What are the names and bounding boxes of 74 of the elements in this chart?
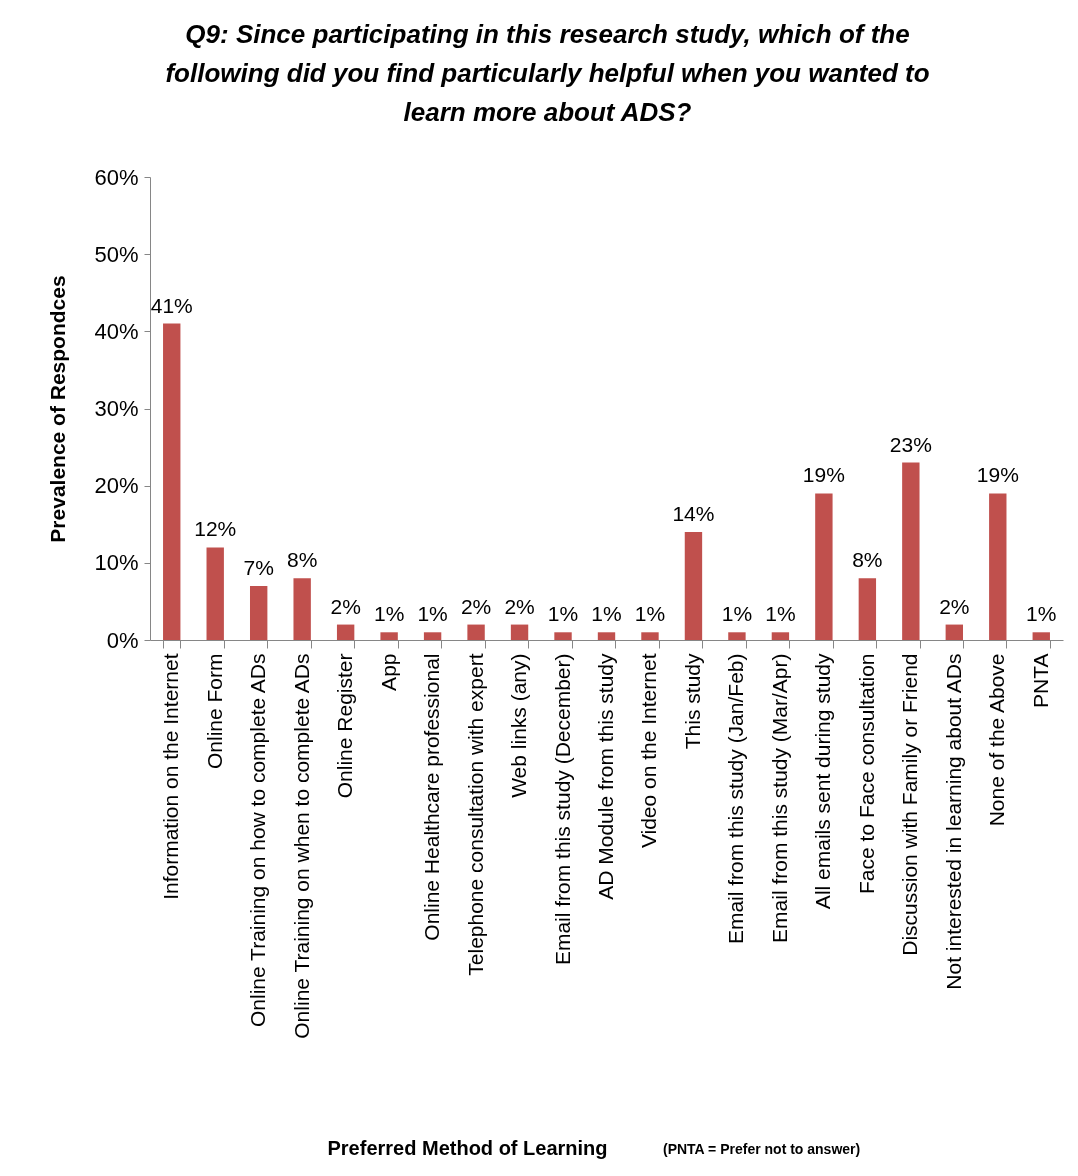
bar: [1032, 632, 1050, 640]
bar: [467, 624, 485, 640]
bar: [771, 632, 790, 640]
bar: [597, 632, 616, 640]
text: (PNTA = Prefer not to answer): [663, 1141, 861, 1157]
x-tick-label: App: [376, 653, 400, 691]
data-label: 23%: [889, 432, 932, 456]
y-axis-title: Prevalence of Respondces: [45, 275, 69, 543]
bar: [945, 624, 963, 640]
bar: [336, 624, 355, 640]
data-label: 41%: [150, 293, 193, 317]
data-label: 7%: [243, 555, 274, 579]
x-tick-label: This study: [680, 653, 704, 750]
bar: [554, 632, 572, 640]
data-label: 1%: [591, 602, 622, 626]
data-label: 1%: [634, 602, 666, 626]
bar: [293, 578, 311, 640]
data-label: 2%: [504, 594, 535, 618]
data-label: 2%: [330, 594, 361, 618]
bar: [858, 578, 877, 640]
chart-title: Q9: Since participating in this research study, which of the following did you find particularly helpful when you wanted to learn more about ADS?: [165, 19, 930, 127]
bar: [510, 624, 529, 640]
bar: [684, 531, 703, 640]
bar: [250, 585, 268, 640]
data-label: 12%: [194, 517, 237, 541]
x-axis-title: Preferred Method of Learning: [327, 1136, 608, 1159]
x-tick-label: Face to Face consultation: [854, 653, 878, 894]
x-tick-label: Online Training on when to complete ADs: [289, 653, 313, 1039]
x-tick-label: Not interested in learning about ADs: [941, 653, 965, 990]
data-label: 8%: [852, 548, 883, 572]
bar: [815, 493, 833, 640]
x-tick-label: Web links (any): [507, 653, 531, 798]
data-label: 2%: [460, 594, 492, 618]
y-tick-label: 30%: [94, 396, 139, 421]
data-label: 1%: [1026, 602, 1057, 626]
y-tick-label: 20%: [94, 473, 139, 499]
x-tick-label: All emails sent during study: [811, 653, 835, 910]
bar: [728, 632, 746, 640]
data-label: 1%: [373, 602, 405, 626]
x-tick-label: None of the Above: [985, 653, 1009, 827]
data-label: 1%: [721, 602, 753, 626]
data-label: 1%: [765, 602, 796, 626]
y-tick-label: 60%: [94, 164, 139, 190]
bar: [989, 493, 1007, 640]
x-tick-label: Video on the Internet: [637, 653, 661, 849]
x-tick-label: Online Training on how to complete ADs: [246, 653, 270, 1028]
bar: [902, 462, 920, 640]
x-tick-label: Information on the Internet: [159, 653, 183, 900]
x-tick-label: Email from this study (Jan/Feb): [724, 653, 748, 945]
bar: [163, 323, 181, 640]
y-tick-label: 40%: [94, 318, 139, 344]
x-tick-label: Telephone consultation with expert: [463, 653, 487, 976]
bar: [206, 547, 224, 640]
x-tick-label: Discussion with Family or Friend: [898, 653, 922, 956]
y-tick-label: 10%: [94, 550, 139, 576]
x-tick-label: Online Healthcare professional: [420, 653, 444, 941]
bar: [423, 632, 442, 640]
data-label: 1%: [547, 602, 579, 626]
x-tick-label: Email from this study (Mar/Apr): [767, 653, 791, 943]
data-label: 2%: [939, 594, 970, 618]
data-label: 19%: [802, 463, 845, 487]
bar: [641, 632, 659, 640]
data-label: 1%: [417, 602, 448, 626]
data-label: 19%: [976, 463, 1019, 487]
y-tick-label: 50%: [94, 241, 139, 267]
bar: [380, 632, 398, 640]
x-tick-label: Online Register: [333, 653, 357, 799]
x-tick-label: Email from this study (December): [550, 653, 574, 966]
x-tick-label: PNTA: [1028, 653, 1052, 708]
x-tick-label: Online Form: [202, 653, 226, 770]
data-label: 8%: [286, 548, 318, 572]
y-tick-label: 0%: [106, 627, 139, 653]
data-label: 14%: [672, 501, 715, 525]
x-tick-label: AD Module from this study: [594, 653, 617, 900]
